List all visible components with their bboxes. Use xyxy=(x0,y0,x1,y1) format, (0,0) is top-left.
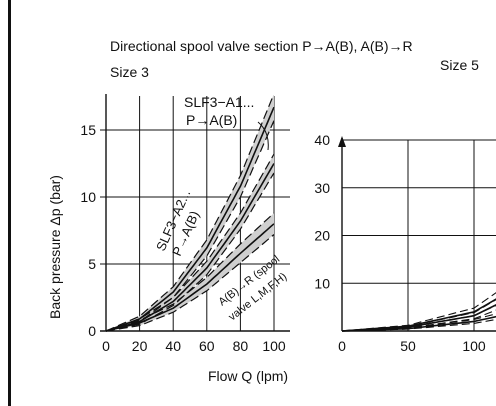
series-line xyxy=(341,315,496,332)
page-frame-rule xyxy=(8,0,11,406)
size-5-series xyxy=(341,292,496,332)
annotation-p-ab-upper: P→A(B) xyxy=(186,112,237,128)
x-tick-label: 100 xyxy=(462,338,486,354)
band-edge-line xyxy=(105,212,275,332)
y-tick-label: 0 xyxy=(88,323,96,339)
x-tick-label: 100 xyxy=(262,338,286,354)
x-tick-label: 80 xyxy=(233,338,249,354)
x-tick-label: 0 xyxy=(338,338,346,354)
size-5-tick-labels: 05010015010203040 xyxy=(314,132,486,354)
figure-heading: Directional spool valve section P→A(B), … xyxy=(110,38,413,54)
band-edge-line xyxy=(341,318,496,332)
x-tick-label: 50 xyxy=(400,338,416,354)
series-line xyxy=(105,163,275,332)
y-tick-label: 10 xyxy=(314,275,330,291)
band-edge-line xyxy=(105,95,275,332)
band-edge-line xyxy=(341,313,496,332)
annotation-slf3-a1: SLF3−A1... xyxy=(184,94,254,110)
y-tick-label: 15 xyxy=(80,122,96,138)
band-edge-line xyxy=(341,292,496,332)
y-tick-label: 5 xyxy=(88,256,96,272)
y-tick-label: 10 xyxy=(80,189,96,205)
x-axis-label: Flow Q (lpm) xyxy=(208,368,288,384)
size-3-tick-labels: 0 20 40 60 80 100 0 5 10 15 xyxy=(80,122,285,354)
y-axis-arrow xyxy=(338,136,346,147)
size-5-chart: 05010015010203040 xyxy=(314,132,496,354)
size-5-axes xyxy=(338,136,496,332)
size-3-chart: 0 20 40 60 80 100 0 5 10 15 Flow Q (lpm) Back pre… xyxy=(47,94,290,384)
x-tick-label: 40 xyxy=(165,338,181,354)
x-tick-label: 0 xyxy=(102,338,110,354)
y-tick-label: 30 xyxy=(314,180,330,196)
size-5-grid xyxy=(342,139,496,331)
size-5-label: Size 5 xyxy=(440,57,479,73)
size-3-axes xyxy=(100,94,290,332)
y-tick-label: 20 xyxy=(314,228,330,244)
band-edge-line xyxy=(105,153,275,332)
band-edge-line xyxy=(105,234,275,332)
y-axis-label: Back pressure Δp (bar) xyxy=(47,175,63,319)
x-tick-label: 20 xyxy=(132,338,148,354)
y-tick-label: 40 xyxy=(314,132,330,148)
size-3-label: Size 3 xyxy=(110,64,149,80)
band-edge-line xyxy=(341,304,496,332)
band-edge-line xyxy=(341,299,496,332)
annotation-leader-line xyxy=(257,121,269,151)
x-tick-label: 60 xyxy=(199,338,215,354)
series-line xyxy=(105,223,275,332)
size-3-series xyxy=(105,95,275,332)
